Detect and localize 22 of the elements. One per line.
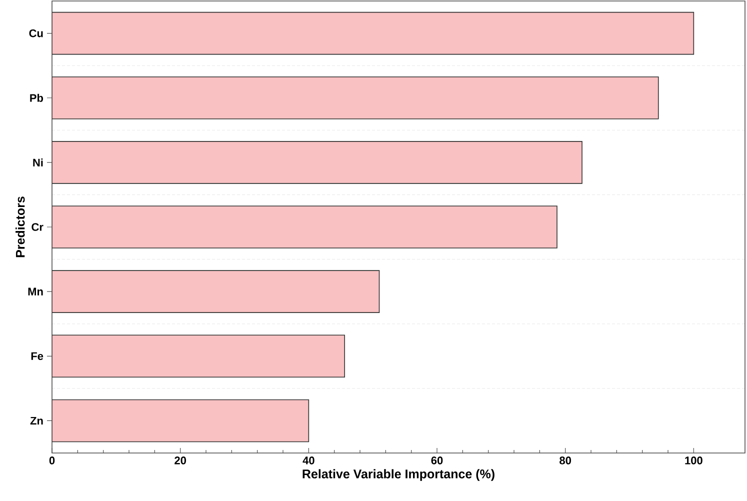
y-tick-label: Pb: [30, 94, 44, 102]
bar: [52, 399, 310, 442]
x-axis-title: Relative Variable Importance (%): [302, 469, 494, 481]
y-tick-label: Zn: [30, 416, 43, 425]
y-tick-label: Mn: [28, 288, 43, 296]
bar: [52, 12, 694, 55]
y-tick-label: Cu: [29, 29, 43, 38]
bar: [52, 334, 346, 378]
bar: [52, 141, 582, 184]
x-tick-label: 60: [431, 456, 443, 464]
x-tick-label: 20: [174, 456, 186, 464]
y-tick-label: Ni: [33, 158, 43, 166]
bar: [52, 76, 659, 120]
x-tick-label: 80: [560, 456, 571, 464]
x-tick-label: 100: [685, 456, 702, 464]
bar: [52, 206, 558, 248]
x-tick-label: 0: [49, 456, 55, 464]
bar: [52, 270, 380, 313]
x-tick-label: 40: [302, 456, 314, 464]
y-tick-label: Fe: [31, 352, 44, 360]
y-tick-label: Cr: [32, 223, 44, 231]
y-axis-title: Predictors: [16, 196, 25, 258]
